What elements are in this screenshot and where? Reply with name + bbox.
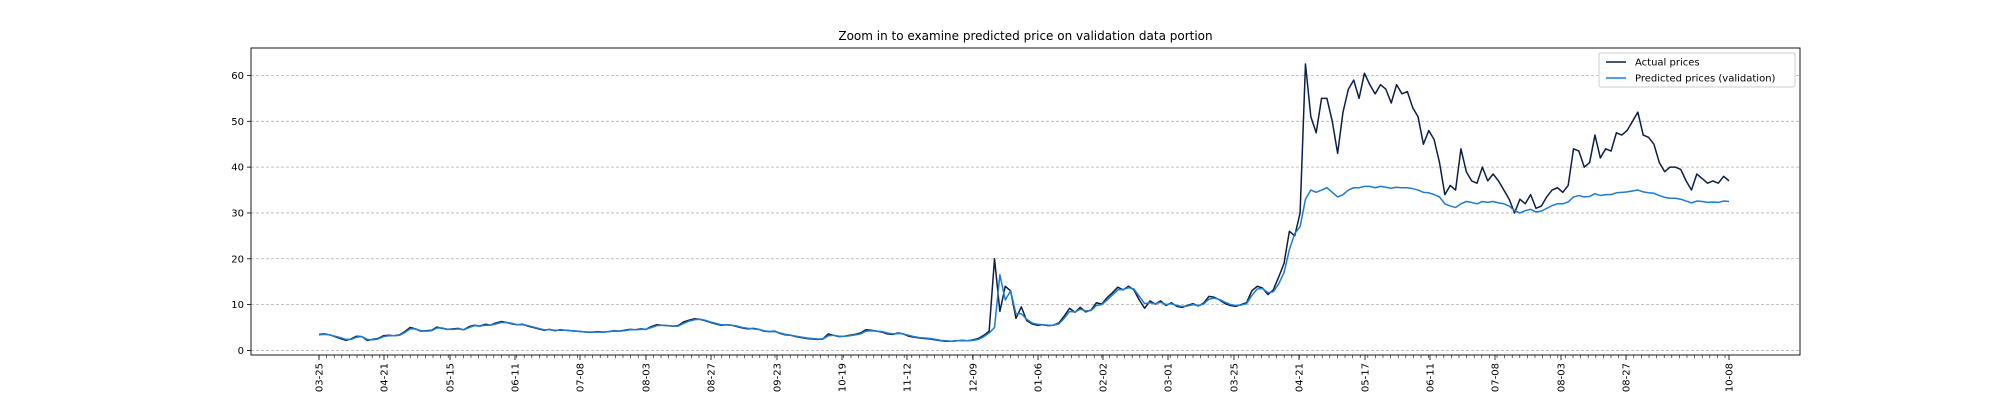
y-tick-label: 40	[231, 163, 244, 174]
y-tick-label: 0	[238, 346, 244, 357]
x-tick-label: 08-27	[707, 363, 718, 392]
x-axis: 03-25 04-21 05-15 06-11 07-08 08-03 08-27 09-23…	[315, 355, 1736, 392]
x-tick-label: 03-25	[315, 363, 326, 392]
x-tick-label: 04-21	[380, 363, 391, 392]
x-tick-label: 01-06	[1034, 363, 1045, 392]
x-tick-label: 07-08	[576, 363, 587, 392]
y-tick-label: 50	[231, 117, 244, 128]
x-tick-label: 04-21	[1295, 363, 1306, 392]
legend-label-actual: Actual prices	[1635, 58, 1700, 69]
x-tick-label: 05-15	[446, 363, 457, 392]
legend: Actual prices Predicted prices (validati…	[1598, 52, 1796, 88]
x-tick-label: 07-08	[1491, 363, 1502, 392]
grid	[251, 75, 1800, 351]
x-tick-label: 11-12	[903, 363, 914, 392]
y-tick-label: 10	[231, 300, 244, 311]
x-tick-label: 06-11	[511, 363, 522, 392]
x-tick-label: 05-17	[1361, 363, 1372, 392]
legend-label-predicted: Predicted prices (validation)	[1635, 74, 1776, 85]
x-tick-label: 10-08	[1725, 363, 1736, 392]
x-tick-label: 03-01	[1164, 363, 1175, 392]
series-layer	[318, 63, 1730, 342]
y-tick-label: 30	[231, 208, 244, 219]
x-tick-label: 03-25	[1230, 363, 1241, 392]
x-tick-label: 02-02	[1099, 363, 1110, 392]
legend-box	[1598, 52, 1796, 88]
x-tick-label: 08-27	[1622, 363, 1633, 392]
x-tick-label: 12-09	[969, 363, 980, 392]
y-axis: 0 10 20 30 40 50 60	[231, 71, 251, 357]
x-tick-label: 09-23	[773, 363, 784, 392]
x-tick-label: 06-11	[1426, 363, 1437, 392]
y-tick-label: 60	[231, 71, 244, 82]
x-tick-label: 08-03	[1557, 363, 1568, 392]
series-line-predicted	[318, 185, 1730, 342]
x-tick-label: 10-19	[838, 363, 849, 392]
chart-title: Zoom in to examine predicted price on va…	[838, 29, 1212, 43]
x-tick-label: 08-03	[642, 363, 653, 392]
y-tick-label: 20	[231, 254, 244, 265]
